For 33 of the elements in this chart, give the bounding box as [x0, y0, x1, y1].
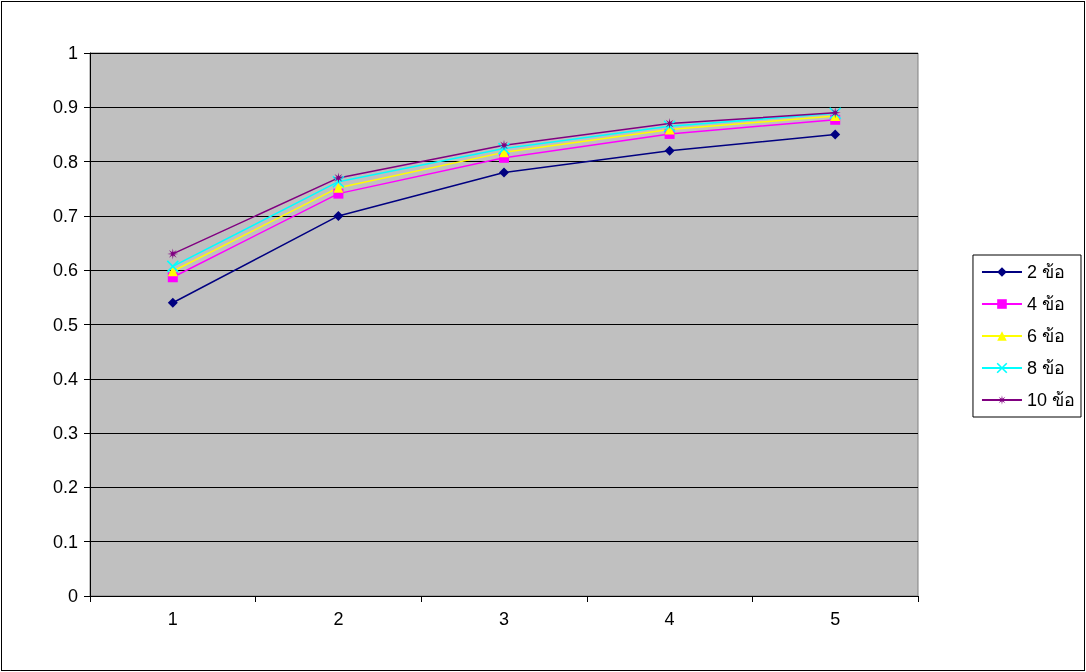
y-tick-label: 0.6	[52, 260, 78, 281]
legend-label: 10 ข้อ	[1026, 390, 1076, 410]
point	[333, 210, 344, 221]
y-tick-label: 0	[67, 586, 78, 606]
point	[497, 142, 511, 155]
point	[499, 167, 509, 178]
x-tick-label: 4	[664, 609, 675, 629]
y-tick-label: 0.2	[52, 477, 78, 498]
point	[167, 297, 178, 308]
legend-label: 6 ข้อ	[1026, 326, 1065, 346]
y-tick-label: 0.9	[52, 97, 78, 118]
x-tick-label: 2	[333, 609, 344, 629]
y-tick-label: 0.4	[52, 368, 78, 389]
point	[830, 129, 841, 140]
legend-label: 8 ข้อ	[1026, 358, 1065, 378]
point	[167, 248, 179, 260]
y-tick-label: 0.1	[52, 531, 78, 552]
y-tick-label: 0.3	[52, 423, 78, 444]
point	[332, 172, 344, 184]
point	[332, 175, 345, 188]
point	[498, 139, 510, 151]
x-tick-label: 3	[498, 609, 510, 629]
x-tick-label: 5	[830, 609, 841, 629]
y-tick-label: 1	[67, 43, 78, 63]
legend-label: 4 ข้อ	[1026, 294, 1065, 314]
y-tick-label: 0.5	[52, 314, 78, 335]
point	[664, 145, 675, 156]
point	[166, 260, 180, 273]
y-tick-label: 0.7	[52, 205, 78, 226]
y-tick-label: 0.8	[52, 151, 78, 172]
x-tick-label: 1	[167, 609, 178, 629]
point	[333, 182, 344, 193]
legend-label: 2 ข้อ	[1026, 262, 1065, 282]
